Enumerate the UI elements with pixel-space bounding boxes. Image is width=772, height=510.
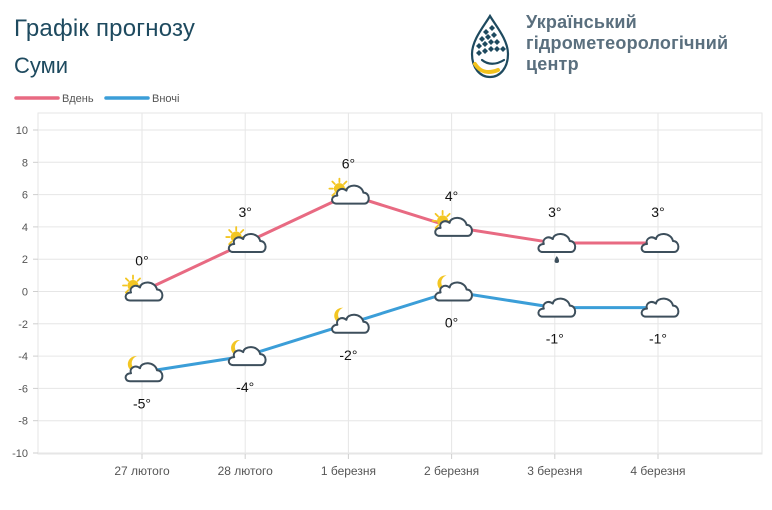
moon-cloud-icon — [434, 275, 473, 302]
moon-cloud-icon — [124, 356, 164, 383]
y-tick-label: -4 — [18, 351, 28, 363]
sun-ray — [228, 240, 233, 246]
brand-line-1: Український — [526, 12, 637, 32]
sun-ray — [228, 229, 233, 234]
cloud-shape — [640, 233, 680, 254]
y-tick-label: 4 — [22, 222, 28, 234]
cloud-icon — [640, 233, 680, 254]
night-temp-label: -4° — [236, 379, 254, 395]
y-tick-label: 2 — [22, 254, 28, 266]
cloud-shape — [124, 362, 164, 383]
sun-cloud-icon — [328, 177, 370, 205]
y-tick-label: 8 — [22, 157, 28, 169]
y-tick-label: -10 — [12, 448, 28, 460]
day-temp-label: 3° — [651, 204, 664, 220]
x-tick-label: 4 березня — [630, 464, 685, 478]
day-temp-label: 0° — [135, 253, 148, 269]
y-tick-label: -8 — [18, 416, 28, 428]
cloud-shape — [331, 313, 370, 334]
page-title: Графік прогнозу — [14, 15, 196, 42]
sun-ray — [434, 212, 439, 218]
sun-ray — [239, 229, 245, 234]
sun-cloud-icon — [431, 209, 473, 237]
sun-ray — [125, 289, 130, 294]
cloud-icon — [640, 297, 680, 318]
moon-cloud-icon — [227, 340, 267, 367]
cloud-shape — [434, 281, 473, 302]
day-temp-label: 6° — [342, 156, 355, 172]
legend-label: Вдень — [62, 93, 94, 105]
title-block: Графік прогнозу Суми — [14, 12, 195, 80]
night-temp-label: -2° — [339, 347, 357, 363]
rain-cloud-icon — [537, 233, 577, 264]
x-tick-label: 27 лютого — [114, 464, 170, 478]
sun-ray — [331, 192, 336, 197]
night-temp-label: 0° — [445, 315, 458, 331]
night-temp-label: -5° — [133, 395, 151, 411]
cloud-shape — [434, 216, 473, 237]
brand-name: Український гідрометеорологічний центр — [526, 12, 728, 75]
legend-label: Вночі — [152, 93, 179, 105]
cloud-icon — [537, 297, 577, 318]
cloud-shape — [640, 297, 680, 318]
x-tick-label: 1 березня — [321, 464, 376, 478]
cloud-shape — [124, 281, 164, 302]
day-temp-label: 3° — [239, 204, 252, 220]
sun-ray — [434, 224, 439, 229]
sun-ray — [331, 180, 336, 185]
y-tick-label: 0 — [22, 287, 28, 299]
plot-frame — [37, 112, 763, 455]
y-tick-label: 6 — [22, 190, 28, 202]
rain-drop — [554, 256, 560, 264]
sun-ray — [136, 277, 141, 282]
sun-ray — [125, 277, 130, 282]
night-temp-label: -1° — [546, 331, 564, 347]
day-series-line — [140, 193, 660, 293]
x-tick-label: 2 березня — [424, 464, 479, 478]
day-temp-label: 4° — [445, 188, 458, 204]
x-tick-label: 28 лютого — [218, 464, 274, 478]
x-tick-label: 3 березня — [527, 464, 582, 478]
cloud-shape — [227, 346, 267, 367]
brand-block: Український гідрометеорологічний центр — [466, 12, 728, 80]
sun-ray — [446, 212, 451, 218]
night-temp-label: -1° — [649, 331, 667, 347]
sun-cloud-icon — [225, 226, 267, 254]
cloud-shape — [537, 233, 577, 254]
cloud-shape — [227, 233, 267, 254]
sun-ray — [343, 180, 348, 185]
cloud-shape — [331, 184, 370, 205]
y-tick-label: -6 — [18, 383, 28, 395]
moon-cloud-icon — [331, 307, 370, 334]
brand-line-2: гідрометеорологічний — [526, 33, 729, 53]
sun-cloud-icon — [122, 274, 164, 302]
night-series-line — [140, 290, 660, 374]
city-name: Суми — [14, 53, 69, 78]
cloud-shape — [537, 297, 577, 318]
y-tick-label: -2 — [18, 319, 28, 331]
y-tick-label: 10 — [16, 125, 28, 137]
brand-line-3: центр — [526, 54, 579, 74]
hydromet-logo-icon — [470, 14, 510, 79]
day-temp-label: 3° — [548, 204, 561, 220]
